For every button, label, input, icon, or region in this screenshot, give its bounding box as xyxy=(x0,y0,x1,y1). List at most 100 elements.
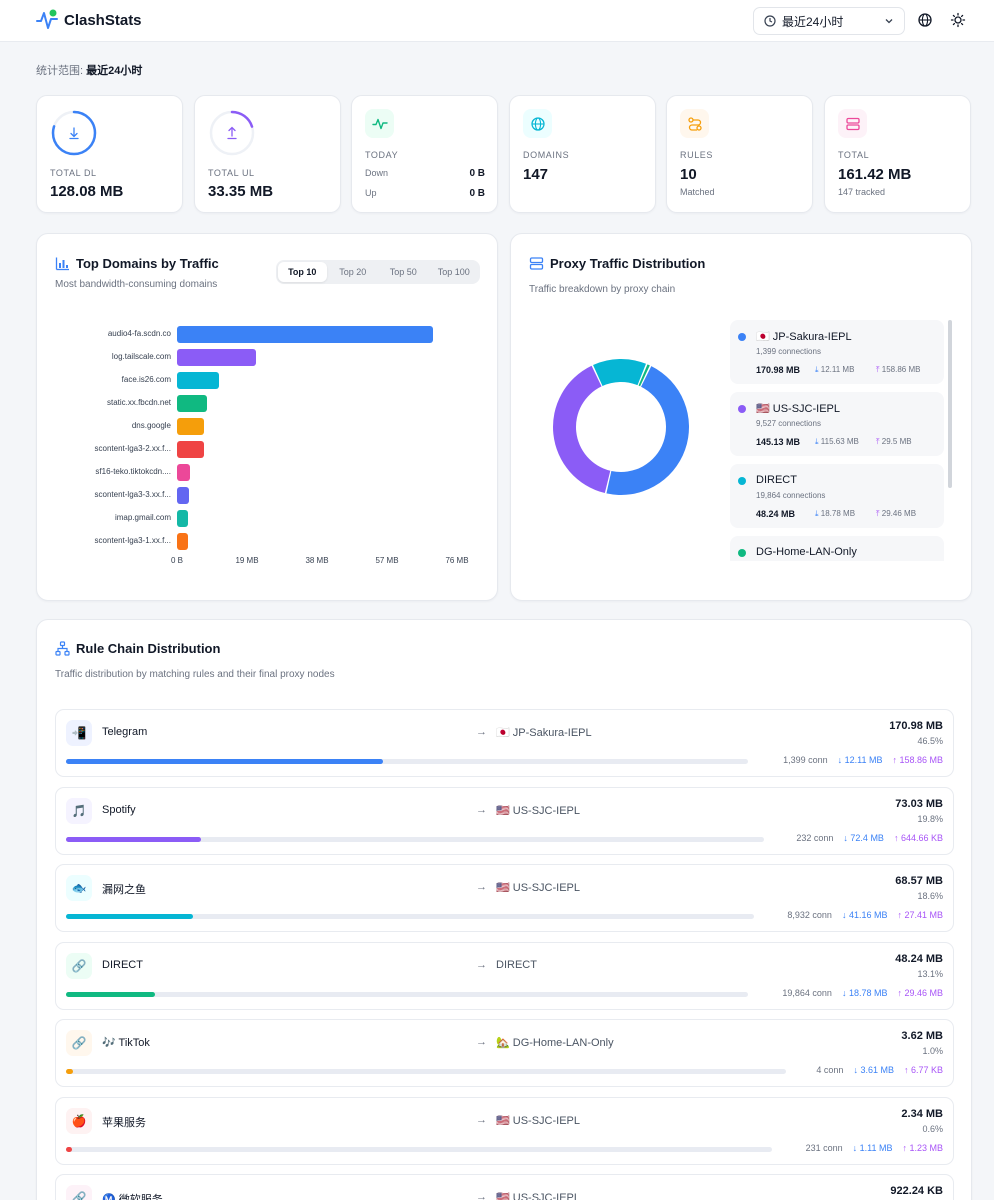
total-sub: 147 tracked xyxy=(838,187,886,197)
rule-name: 漏网之鱼 xyxy=(102,884,146,896)
server-stack-icon xyxy=(529,257,544,270)
proxy-item[interactable]: 🇯🇵 JP-Sakura-IEPL 1,399 connections 170.98… xyxy=(730,320,944,384)
brand[interactable]: ClashStats xyxy=(36,9,142,31)
download-icon xyxy=(69,127,79,140)
proxy-list[interactable]: 🇯🇵 JP-Sakura-IEPL 1,399 connections 170.98… xyxy=(730,320,944,561)
today-down-value: 0 B xyxy=(469,168,485,179)
proxy-list-scrollbar[interactable] xyxy=(948,320,952,488)
rule-percent: 19.8% xyxy=(917,813,943,824)
rule-upload: ↑ 1.23 MB xyxy=(902,1142,943,1153)
proxy-upload: ⤒ 29.5 MB xyxy=(876,437,912,446)
rule-total: 3.62 MB xyxy=(901,1030,943,1042)
scope-label: 统计范围: xyxy=(36,65,84,77)
donut-slice[interactable] xyxy=(593,359,646,386)
rule-connections: 231 conn xyxy=(805,1142,843,1153)
rule-row[interactable]: 🍎 苹果服务 → 🇺🇸 US-SJC-IEPL 2.34 MB 0.6% 231 conn ↓… xyxy=(55,1096,954,1165)
rule-row[interactable]: 🔗 DIRECT → DIRECT 48.24 MB 13.1% 19,864 conn ↓ … xyxy=(55,941,954,1010)
proxy-download: ⤓ 115.63 MB xyxy=(815,437,859,446)
sun-theme-icon[interactable] xyxy=(950,12,968,30)
upload-arrow-icon: ⤒ xyxy=(876,509,880,518)
domains-label: DOMAINS xyxy=(523,150,570,160)
proxy-total: 145.13 MB xyxy=(756,437,801,447)
rule-download: ↓ 1.11 MB xyxy=(852,1142,893,1153)
activity-icon xyxy=(365,109,394,138)
rule-total: 922.24 KB xyxy=(890,1185,943,1197)
proxy-item[interactable]: DG-Home-LAN-Only xyxy=(730,536,944,561)
bar[interactable] xyxy=(177,487,189,504)
proxy-name: 🇺🇸 US-SJC-IEPL xyxy=(756,403,840,415)
bar-label: sf16-teko.tiktokcdn.... xyxy=(95,467,171,476)
rule-connections: 4 conn xyxy=(816,1065,844,1075)
rule-progress-track xyxy=(66,1069,786,1074)
time-range-select[interactable]: 最近24小时 xyxy=(753,7,905,35)
bar[interactable] xyxy=(177,372,220,389)
bar[interactable] xyxy=(177,464,191,481)
rule-chain-subtitle: Traffic distribution by matching rules a… xyxy=(55,669,335,680)
rule-target-proxy: 🇺🇸 US-SJC-IEPL xyxy=(496,1192,580,1200)
bar[interactable] xyxy=(177,510,189,527)
x-tick-label: 19 MB xyxy=(235,556,259,565)
server-icon xyxy=(838,109,867,138)
rule-name: Spotify xyxy=(102,803,136,816)
arrow-right-icon: → xyxy=(476,958,487,971)
stat-card-rules: RULES 10 Matched xyxy=(666,95,813,213)
today-label: TODAY xyxy=(365,150,399,160)
stat-card-domains: DOMAINS 147 xyxy=(509,95,656,213)
donut-slice[interactable] xyxy=(606,366,689,495)
tab-top-10[interactable]: Top 10 xyxy=(278,262,327,282)
bar[interactable] xyxy=(177,326,434,343)
total-dl-label: TOTAL DL xyxy=(50,168,97,178)
top-domains-title: Top Domains by Traffic xyxy=(76,256,219,271)
rule-upload: ↑ 27.41 MB xyxy=(897,910,943,920)
tab-top-100[interactable]: Top 100 xyxy=(437,267,470,277)
rule-row[interactable]: 🔗 Ⓜ️ 微软服务 → 🇺🇸 US-SJC-IEPL 922.24 KB xyxy=(55,1174,954,1200)
rule-row[interactable]: 🐟 漏网之鱼 → 🇺🇸 US-SJC-IEPL 68.57 MB 18.6% 8,932 c… xyxy=(55,864,954,932)
arrow-right-icon: → xyxy=(476,1113,487,1126)
bar-label: audio4-fa.scdn.co xyxy=(107,329,171,338)
proxy-item[interactable]: 🇺🇸 US-SJC-IEPL 9,527 connections 145.13 MB… xyxy=(730,392,944,456)
bar[interactable] xyxy=(177,349,257,366)
top-n-tabs: Top 10 Top 20 Top 50 Top 100 xyxy=(276,260,480,284)
upload-ring xyxy=(209,110,255,156)
bar[interactable] xyxy=(177,395,207,412)
proxy-item[interactable]: DIRECT 19,864 connections 48.24 MB ⤓ 18.78 … xyxy=(730,464,944,528)
total-ul-label: TOTAL UL xyxy=(208,168,255,178)
time-range-value: 最近24小时 xyxy=(782,14,844,29)
rule-connections: 8,932 conn xyxy=(787,910,832,920)
rule-percent: 0.6% xyxy=(922,1123,943,1134)
arrow-right-icon: → xyxy=(476,881,487,893)
rule-connections: 19,864 conn xyxy=(782,987,832,998)
clock-icon xyxy=(764,15,776,27)
today-down-label: Down xyxy=(365,168,389,178)
arrow-right-icon: → xyxy=(476,1191,487,1200)
rule-meta: 232 conn ↓ 72.4 MB ↑ 644.66 KB xyxy=(796,833,943,843)
rules-sub: Matched xyxy=(680,187,715,197)
top-domains-panel: Top Domains by Traffic Most bandwidth-co… xyxy=(36,233,498,601)
activity-logo-icon xyxy=(36,9,58,31)
rule-meta: 19,864 conn ↓ 18.78 MB ↑ 29.46 MB xyxy=(782,988,943,998)
rule-row[interactable]: 📲 Telegram → 🇯🇵 JP-Sakura-IEPL 170.98 MB 46.5… xyxy=(55,709,954,777)
rule-row[interactable]: 🎵 Spotify → 🇺🇸 US-SJC-IEPL 73.03 MB 19.8% 232 … xyxy=(55,786,954,855)
rule-total: 48.24 MB xyxy=(895,952,943,965)
rule-percent: 46.5% xyxy=(917,736,943,746)
bar[interactable] xyxy=(177,418,204,435)
language-globe-icon[interactable] xyxy=(917,12,935,30)
bar[interactable] xyxy=(177,441,204,458)
stat-card-today: TODAY Down 0 B Up 0 B xyxy=(351,95,498,213)
bar-label: dns.google xyxy=(131,421,171,430)
rule-name: Ⓜ️ 微软服务 xyxy=(102,1194,163,1200)
rule-row[interactable]: 🔗 🎶 TikTok → 🏡 DG-Home-LAN-Only 3.62 MB 1.0% 4… xyxy=(55,1019,954,1087)
rule-download: ↓ 72.4 MB xyxy=(843,832,884,843)
proxy-distribution-title-row: Proxy Traffic Distribution xyxy=(529,256,705,271)
network-icon xyxy=(55,641,70,656)
tab-top-50[interactable]: Top 50 xyxy=(389,267,417,277)
bar-label: scontent-lga3-3.xx.f... xyxy=(94,490,171,499)
bar[interactable] xyxy=(177,533,189,550)
proxy-upload: ⤒ 158.86 MB xyxy=(876,365,921,374)
rule-download: ↓ 3.61 MB xyxy=(853,1065,894,1075)
donut-slice[interactable] xyxy=(638,364,650,387)
proxy-distribution-title: Proxy Traffic Distribution xyxy=(550,256,706,271)
donut-slice[interactable] xyxy=(553,365,611,494)
arrow-right-icon: → xyxy=(476,1036,487,1048)
tab-top-20[interactable]: Top 20 xyxy=(339,267,367,277)
